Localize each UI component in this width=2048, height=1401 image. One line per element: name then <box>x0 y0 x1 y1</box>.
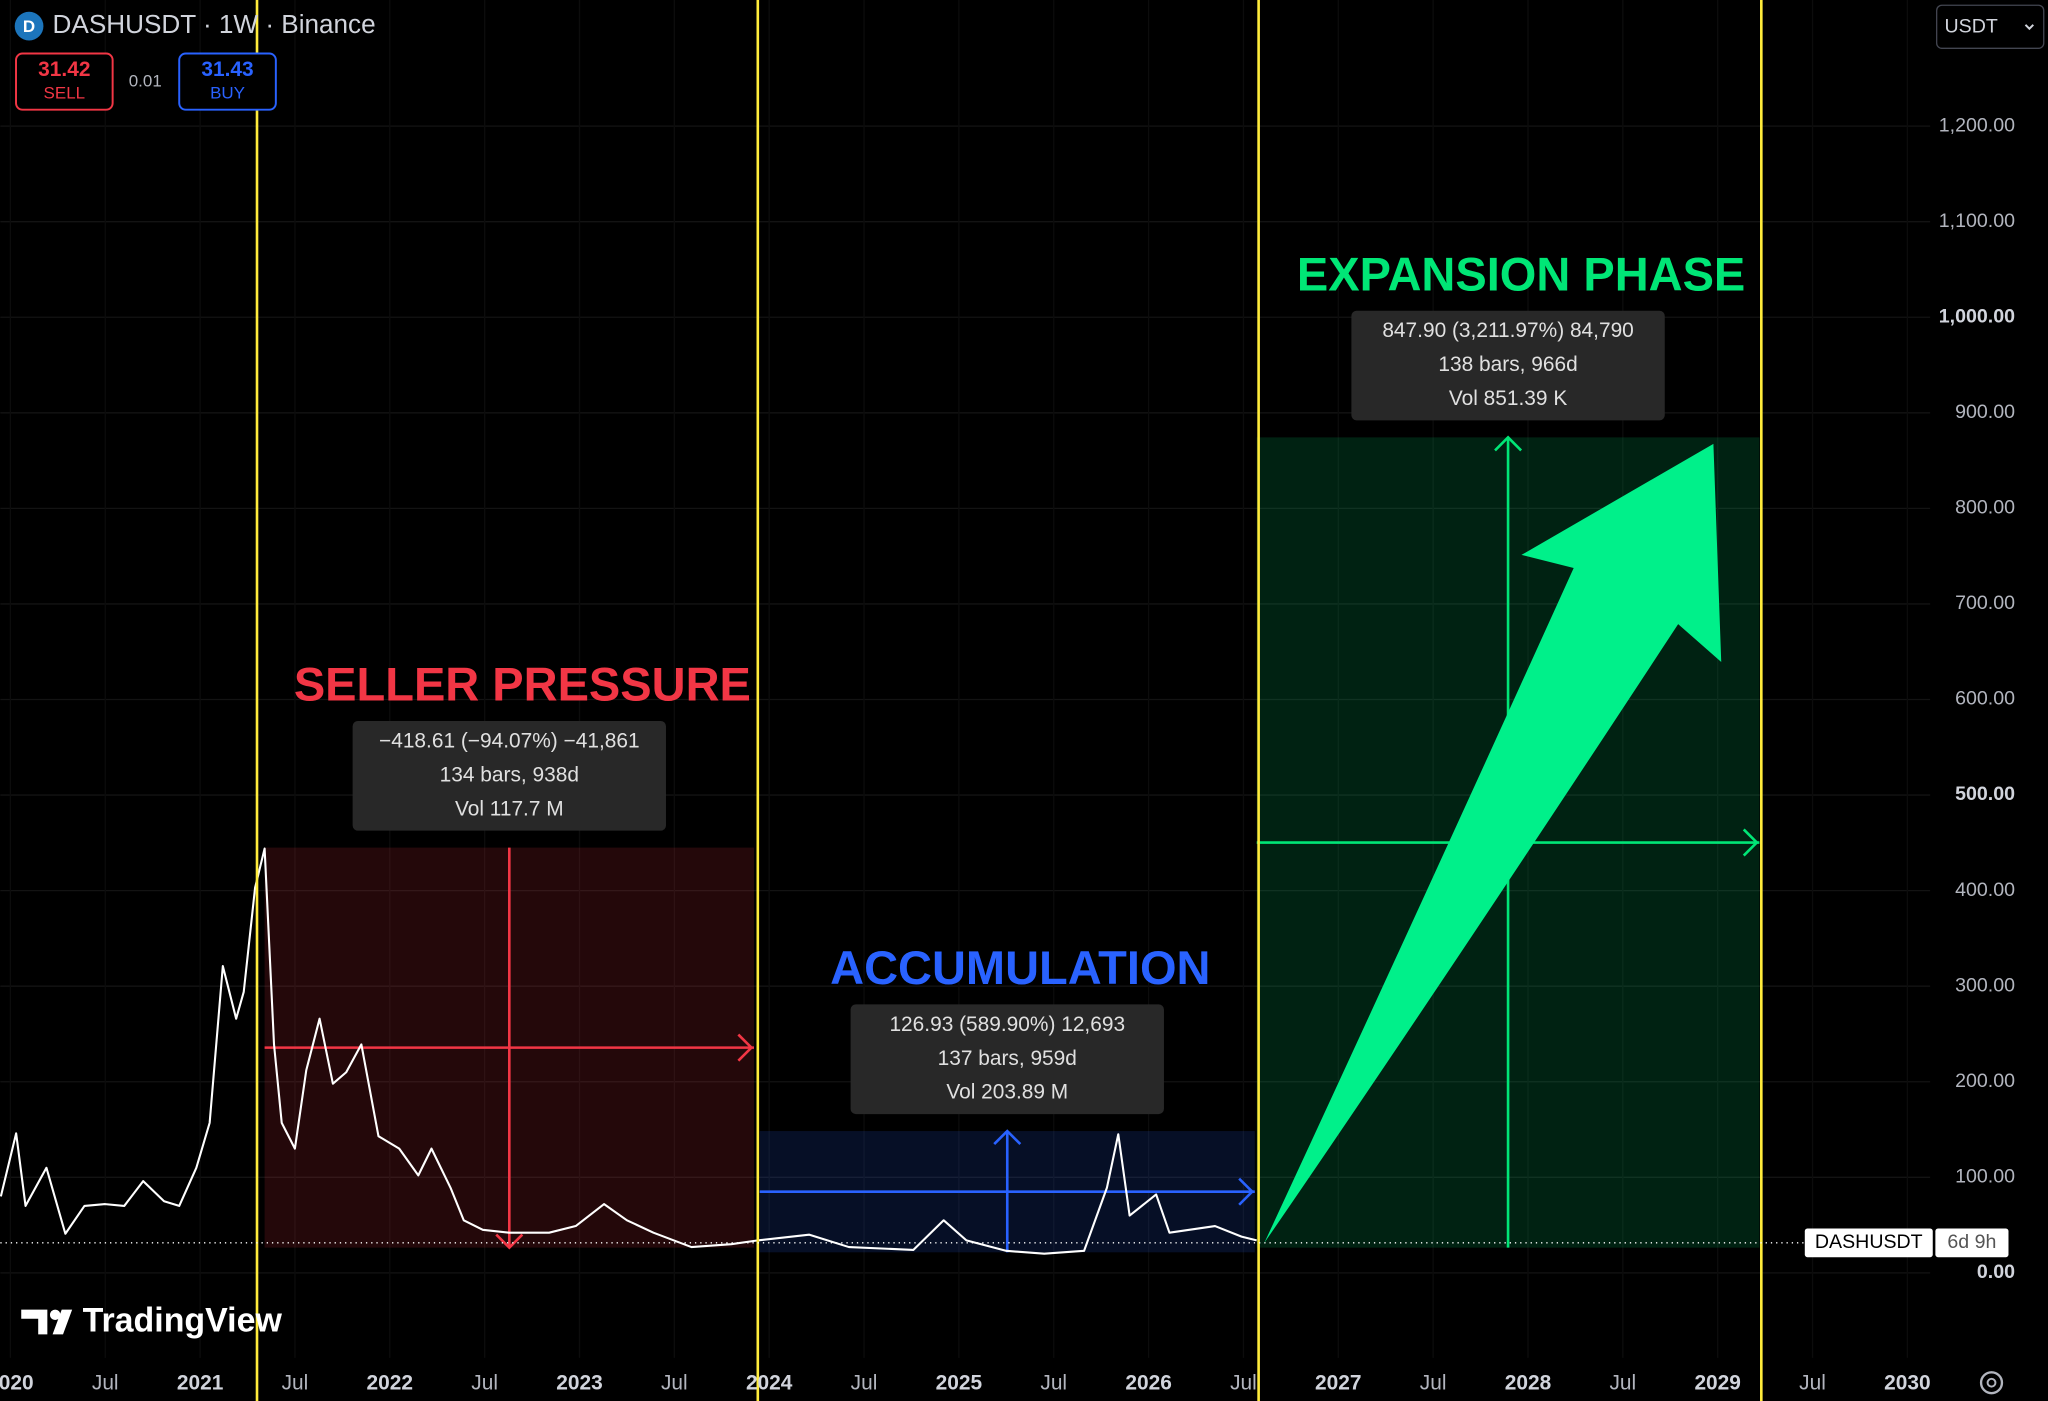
y-tick-label: 1,200.00 <box>1939 114 2015 136</box>
y-tick-label: 500.00 <box>1955 783 2015 805</box>
measure-time-arrowhead <box>737 1033 754 1062</box>
price-line <box>0 847 1257 1255</box>
x-tick-label: 2028 <box>1505 1372 1551 1395</box>
settings-gear[interactable] <box>1979 1371 2004 1395</box>
x-tick-label: Jul <box>1609 1372 1636 1395</box>
y-tick-label: 900.00 <box>1955 401 2015 423</box>
expansion-arrow <box>1264 443 1722 1244</box>
x-tick-label: Jul <box>92 1372 119 1395</box>
x-tick-label: 2026 <box>1125 1372 1171 1395</box>
y-tick-label: 400.00 <box>1955 879 2015 901</box>
measure-info-line: 137 bars, 959d <box>938 1047 1077 1070</box>
measure-title: EXPANSION PHASE <box>1297 248 1745 301</box>
overlay-layer: D DASHUSDT · 1W · Binance 31.42 SELL 0.0… <box>0 4 2045 1395</box>
measure-info-line: Vol 117.7 M <box>455 797 564 820</box>
measure-info-box <box>850 1004 1164 1115</box>
buy-button-frame[interactable] <box>178 52 277 111</box>
x-tick-label: 2025 <box>936 1372 983 1395</box>
countdown: 6d 9h <box>1947 1231 1996 1253</box>
x-tick-label: 2023 <box>556 1372 602 1395</box>
currency-dropdown[interactable]: USDT <box>1936 4 2045 49</box>
measure-info-line: Vol 203.89 M <box>946 1081 1068 1104</box>
buy-label[interactable]: BUY <box>210 83 245 102</box>
x-tick-label: 2024 <box>746 1372 793 1395</box>
x-tick-label: 2022 <box>367 1372 413 1395</box>
last-price-symbol: DASHUSDT <box>1815 1231 1923 1253</box>
tv-logo-text: TradingView <box>83 1302 283 1340</box>
settings-gear-hub[interactable] <box>1986 1377 1997 1388</box>
symbol-title: DASHUSDT · 1W · Binance <box>53 9 376 39</box>
y-tick-label: 700.00 <box>1955 592 2015 614</box>
measure-info-line: 126.93 (589.90%) 12,693 <box>889 1013 1125 1036</box>
x-tick-label: Jul <box>1799 1372 1826 1395</box>
countdown-tag <box>1935 1228 2009 1258</box>
y-tick-label: 100.00 <box>1955 1165 2015 1187</box>
sell-price[interactable]: 31.42 <box>38 58 90 81</box>
measure-time-arrowhead <box>1238 1177 1255 1206</box>
symbol-logo <box>14 11 44 41</box>
sell-label[interactable]: SELL <box>44 83 86 102</box>
measure-title: ACCUMULATION <box>830 941 1210 994</box>
measure-info-line: 138 bars, 966d <box>1438 353 1577 376</box>
y-tick-label: 800.00 <box>1955 497 2015 519</box>
measure-price-arrowhead <box>495 1233 524 1250</box>
buy-price[interactable]: 31.43 <box>201 58 253 81</box>
measure-title: SELLER PRESSURE <box>294 658 751 711</box>
buy-button[interactable]: 31.43 BUY <box>178 52 277 111</box>
spread: 0.01 <box>129 72 162 91</box>
x-tick-label: Jul <box>1230 1372 1257 1395</box>
y-tick-label: 200.00 <box>1955 1070 2015 1092</box>
x-tick-label: 2021 <box>177 1372 224 1395</box>
tv-logo-dot <box>49 1309 61 1321</box>
measure-price-arrowhead <box>1494 435 1523 452</box>
chart-layer <box>0 0 1931 1401</box>
dropdown-chevron[interactable] <box>2024 24 2034 31</box>
x-tick-label: Jul <box>1040 1372 1067 1395</box>
currency-dropdown-frame[interactable] <box>1936 4 2045 49</box>
measure-time-arrowhead <box>1742 828 1759 857</box>
measure-info-line: −418.61 (−94.07%) −41,861 <box>379 729 640 752</box>
measure-info-box <box>352 720 666 831</box>
x-tick-label: Jul <box>851 1372 878 1395</box>
measure-info-line: Vol 851.39 K <box>1449 387 1567 410</box>
measure-info-line: 134 bars, 938d <box>440 763 579 786</box>
x-tick-label: 2030 <box>1884 1372 1930 1395</box>
x-tick-label: Jul <box>471 1372 498 1395</box>
y-tick-label: 0.00 <box>1977 1261 2015 1283</box>
sell-button[interactable]: 31.42 SELL <box>15 52 114 111</box>
x-tick-label: 2027 <box>1315 1372 1361 1395</box>
measure-info-box <box>1351 310 1665 421</box>
y-tick-label: 300.00 <box>1955 974 2015 996</box>
settings-button[interactable] <box>1979 1371 2004 1395</box>
currency-label[interactable]: USDT <box>1945 16 1998 38</box>
sell-button-frame[interactable] <box>15 52 114 111</box>
x-tick-label: 2020 <box>0 1372 34 1395</box>
x-tick-label: 2029 <box>1694 1372 1740 1395</box>
y-tick-label: 1,100.00 <box>1939 210 2015 232</box>
measure-info-line: 847.90 (3,211.97%) 84,790 <box>1382 319 1633 342</box>
x-tick-label: Jul <box>661 1372 688 1395</box>
y-tick-label: 1,000.00 <box>1939 305 2015 327</box>
measure-price-arrowhead <box>993 1129 1022 1146</box>
last-price-tag <box>1804 1228 1933 1258</box>
x-tick-label: Jul <box>1420 1372 1447 1395</box>
symbol-logo-glyph: D <box>23 17 35 36</box>
x-tick-label: Jul <box>282 1372 309 1395</box>
y-tick-label: 600.00 <box>1955 688 2015 710</box>
